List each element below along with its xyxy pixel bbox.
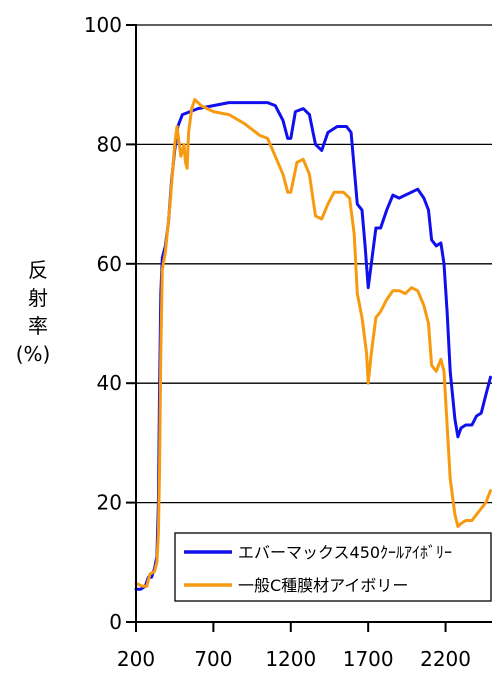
legend: エバーマックス450ｸｰﾙｱｲﾎﾞﾘｰ 一般C種膜材アイボリー — [174, 532, 492, 602]
grid-layer — [136, 24, 492, 504]
y-axis-label-line-1: 反 — [28, 258, 48, 282]
legend-box — [174, 532, 492, 602]
y-axis-label: 反射率 (%) — [16, 258, 51, 366]
y-tick-label-40: 40 — [97, 371, 122, 395]
y-axis-label-line-3: 率 — [28, 314, 48, 338]
x-tick-label-700: 700 — [194, 647, 232, 671]
axis-layer: 0 20 40 60 80 100 200 700 1200 1700 2200 — [84, 13, 492, 671]
series-line-2 — [134, 98, 492, 588]
x-tick-label-200: 200 — [117, 647, 155, 671]
series-line-1 — [134, 101, 492, 591]
y-tick-label-60: 60 — [97, 252, 122, 276]
y-axis-label-line-4: (%) — [16, 342, 51, 366]
series-layer — [134, 98, 492, 591]
legend-label-1: エバーマックス450ｸｰﾙｱｲﾎﾞﾘｰ — [238, 543, 452, 562]
legend-label-2: 一般C種膜材アイボリー — [238, 576, 408, 595]
y-tick-label-80: 80 — [97, 132, 122, 156]
y-axis-label-line-2: 射 — [28, 286, 48, 310]
y-tick-label-0: 0 — [109, 610, 122, 634]
y-tick-label-100: 100 — [84, 13, 122, 37]
x-tick-label-1700: 1700 — [343, 647, 394, 671]
x-tick-label-1200: 1200 — [265, 647, 316, 671]
x-tick-label-2200: 2200 — [420, 647, 471, 671]
y-tick-label-20: 20 — [97, 491, 122, 515]
